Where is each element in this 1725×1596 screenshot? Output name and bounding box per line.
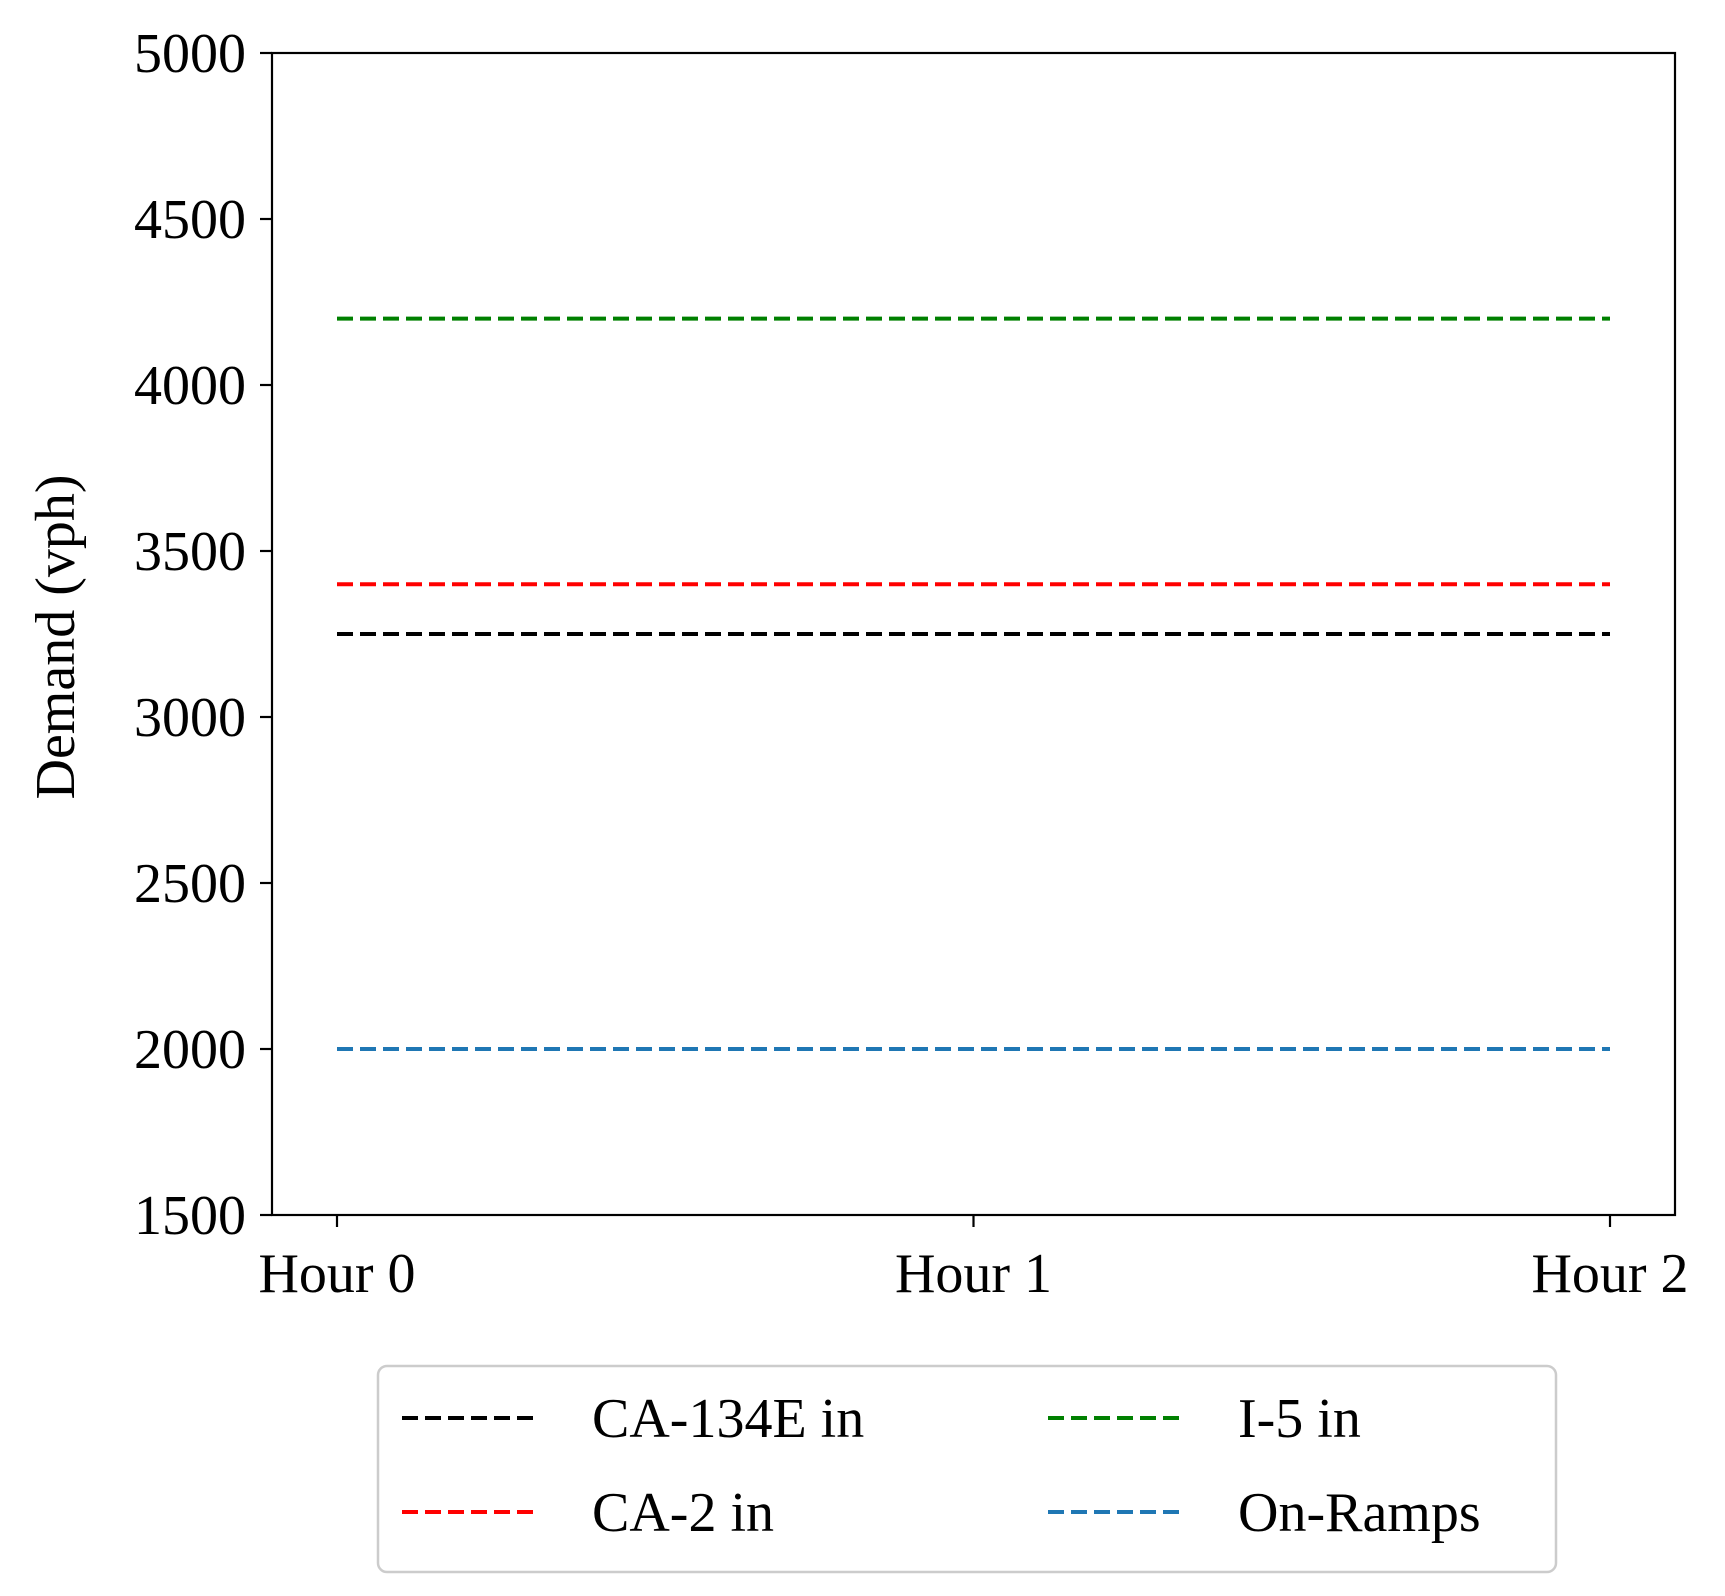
legend-label: CA-134E in [592, 1388, 864, 1450]
y-tick-label: 5000 [134, 23, 246, 85]
x-tick-label: Hour 0 [258, 1243, 415, 1305]
y-axis: 1500 2000 2500 3000 3500 4000 4500 5000 [134, 23, 272, 1247]
legend-box [376, 1364, 1558, 1574]
y-tick-label: 2500 [134, 853, 246, 915]
y-tick-label: 1500 [134, 1185, 246, 1247]
legend-label: On-Ramps [1238, 1482, 1481, 1544]
legend: CA-134E in CA-2 in I-5 in On-Ramps [376, 1364, 1558, 1574]
x-axis: Hour 0 Hour 1 Hour 2 [258, 1215, 1689, 1305]
x-tick-label: Hour 2 [1531, 1243, 1688, 1305]
y-tick-label: 3500 [134, 521, 246, 583]
x-tick-label: Hour 1 [895, 1243, 1052, 1305]
y-tick-label: 2000 [134, 1019, 246, 1081]
y-axis-label: Demand (vph) [25, 474, 87, 799]
legend-label: I-5 in [1238, 1388, 1361, 1450]
y-tick-label: 3000 [134, 687, 246, 749]
y-tick-label: 4500 [134, 189, 246, 251]
y-tick-label: 4000 [134, 355, 246, 417]
legend-label: CA-2 in [592, 1482, 774, 1544]
series-layer [337, 316, 1610, 1051]
